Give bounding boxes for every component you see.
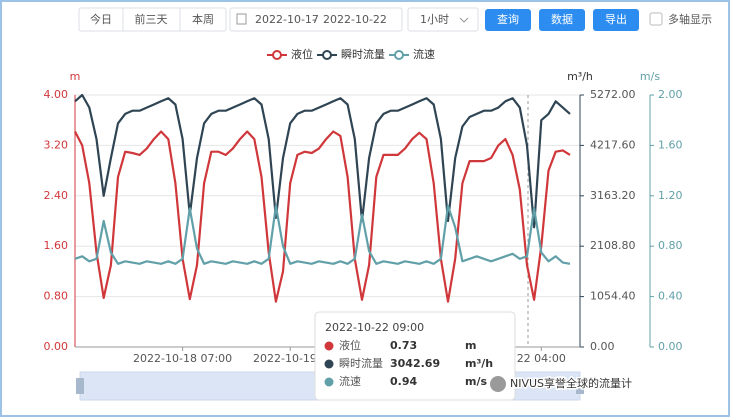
tooltip-value: 0.94 <box>390 375 417 388</box>
zoom-handle[interactable] <box>76 378 84 394</box>
legend-label: 液位 <box>291 47 313 61</box>
tooltip-name: 液位 <box>339 338 361 352</box>
y2-tick-label: 4217.60 <box>590 138 636 151</box>
button[interactable]: 前三天 <box>135 12 168 26</box>
y3-tick-label: 0.40 <box>658 290 683 303</box>
legend-icon <box>272 50 282 60</box>
tooltip-title: 2022-10-22 09:00 <box>325 321 424 334</box>
series-line <box>74 204 571 265</box>
interval-select[interactable] <box>407 7 479 32</box>
button-label: 查询 <box>497 12 519 26</box>
series-line <box>74 93 571 229</box>
date-start: 2022-10-17 <box>255 13 319 26</box>
legend-icon <box>322 50 332 60</box>
tooltip-value: 0.73 <box>390 339 417 352</box>
legend-label: 流速 <box>413 47 435 61</box>
tooltip-unit: m/s <box>465 375 487 388</box>
tooltip-name: 瞬时流量 <box>339 356 383 370</box>
chevron <box>459 17 469 23</box>
button-label: 数据 <box>551 12 573 26</box>
legend-label: 瞬时流量 <box>341 47 385 61</box>
query-button[interactable] <box>485 9 531 31</box>
y-tick-label: 0.80 <box>44 290 69 303</box>
y3-tick-label: 0.00 <box>658 340 683 353</box>
date-range[interactable] <box>229 7 403 32</box>
x-tick-label: 2022-10-18 07:00 <box>133 352 232 365</box>
tooltip-dot <box>324 359 334 369</box>
x-tick-label: 2022-10-19 1 <box>253 352 327 365</box>
y-tick-label: 2.40 <box>44 189 69 202</box>
series-line <box>74 130 571 303</box>
tooltip-dot <box>324 377 334 387</box>
y2-tick-label: 1054.40 <box>590 290 636 303</box>
y3-tick-label: 2.00 <box>658 88 683 101</box>
calendar-icon <box>236 13 247 25</box>
y-tick-label: 1.60 <box>44 239 69 252</box>
tooltip <box>314 311 516 401</box>
y-tick-label: 0.00 <box>44 340 69 353</box>
watermark-icon <box>490 376 506 392</box>
y3-tick-label: 1.60 <box>658 138 683 151</box>
y-tick-label: 4.00 <box>44 88 69 101</box>
tooltip-value: 3042.69 <box>390 357 440 370</box>
y-tick-label: 3.20 <box>44 138 69 151</box>
checkbox[interactable] <box>649 12 663 26</box>
data-button[interactable] <box>539 9 585 31</box>
tooltip-dot <box>324 341 334 351</box>
button[interactable]: 本周 <box>192 12 214 26</box>
x-tick-label: 22 04:00 <box>517 352 566 365</box>
tooltip-unit: m³/h <box>465 357 493 370</box>
checkbox-label: 多轴显示 <box>668 12 712 26</box>
interval: 1小时 <box>420 13 449 26</box>
tooltip-name: 流速 <box>339 374 361 388</box>
button-group <box>78 7 227 32</box>
watermark: NIVUS享誉全球的流量计 <box>510 376 632 390</box>
y3-tick-label: 1.20 <box>658 189 683 202</box>
tooltip-unit: m <box>465 339 476 352</box>
button[interactable]: 今日 <box>90 12 112 26</box>
y2-tick-label: 5272.00 <box>590 88 636 101</box>
y2-tick-label: 2108.80 <box>590 239 636 252</box>
y3-tick-label: 0.80 <box>658 239 683 252</box>
date-end: 2022-10-22 <box>323 13 387 26</box>
legend-icon <box>394 50 404 60</box>
y2-tick-label: 0.00 <box>590 340 615 353</box>
date-sep: - <box>312 13 316 26</box>
y-axis-name: m <box>70 70 81 83</box>
y3-axis-name: m/s <box>640 70 660 83</box>
export-button[interactable] <box>593 9 639 31</box>
button-label: 导出 <box>605 12 627 26</box>
zoom-handle[interactable] <box>576 378 584 394</box>
y2-axis-name: m³/h <box>567 70 593 83</box>
y2-tick-label: 3163.20 <box>590 189 636 202</box>
